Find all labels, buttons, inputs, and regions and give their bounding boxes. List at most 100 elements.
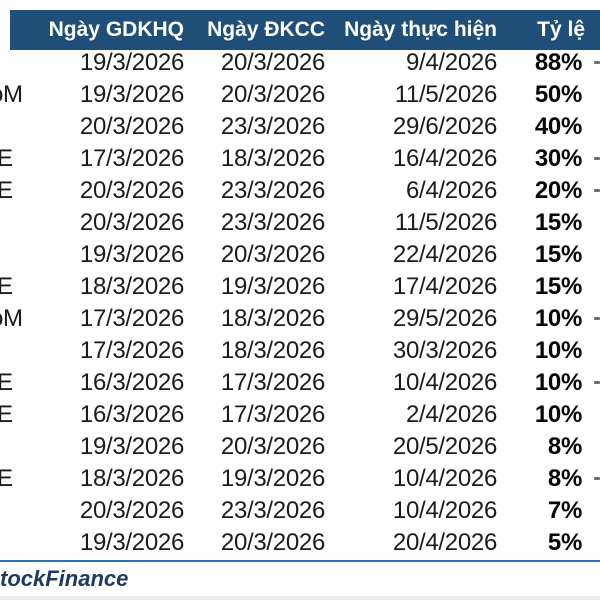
footer-divider xyxy=(0,560,600,562)
cell-ngay-dkcc: 18/3/2026 xyxy=(220,337,325,364)
cell-ngay-dkcc: 20/3/2026 xyxy=(220,49,325,76)
cell-ngay-thuc-hien: 10/4/2026 xyxy=(392,465,497,492)
cell-ty-le: 15% xyxy=(534,273,582,300)
right-cut-fragment xyxy=(594,189,600,192)
cell-ngay-dkcc: 23/3/2026 xyxy=(220,177,325,204)
cell-ngay-thuc-hien: 30/3/2026 xyxy=(392,337,497,364)
table-row: oM 17/3/2026 18/3/2026 29/5/2026 10% xyxy=(0,303,600,335)
cell-ngay-dkcc: 18/3/2026 xyxy=(220,145,325,172)
cell-ngay-thuc-hien: 20/4/2026 xyxy=(392,529,497,556)
cell-ngay-gdkhq: 17/3/2026 xyxy=(79,145,184,172)
bottom-edge-strip xyxy=(0,596,600,600)
table-row: 20/3/2026 23/3/2026 10/4/2026 7% xyxy=(0,495,600,527)
cell-ngay-dkcc: 23/3/2026 xyxy=(220,113,325,140)
cell-ngay-thuc-hien: 10/4/2026 xyxy=(392,497,497,524)
cell-ty-le: 50% xyxy=(534,81,582,108)
exchange-fragment: E xyxy=(0,145,13,172)
table-header-row: Ngày GDKHQ Ngày ĐKCC Ngày thực hiện Tỷ l… xyxy=(10,10,600,50)
right-cut-fragment xyxy=(594,477,600,480)
cell-ngay-gdkhq: 20/3/2026 xyxy=(79,497,184,524)
right-cut-fragment xyxy=(594,317,600,320)
cell-ty-le: 15% xyxy=(534,209,582,236)
cell-ngay-gdkhq: 20/3/2026 xyxy=(79,113,184,140)
cell-ty-le: 10% xyxy=(534,337,582,364)
cell-ngay-thuc-hien: 10/4/2026 xyxy=(392,369,497,396)
cell-ngay-thuc-hien: 6/4/2026 xyxy=(405,177,497,204)
cell-ngay-thuc-hien: 22/4/2026 xyxy=(392,241,497,268)
table-row: 17/3/2026 18/3/2026 30/3/2026 10% xyxy=(0,335,600,367)
cell-ngay-thuc-hien: 20/5/2026 xyxy=(392,433,497,460)
cell-ngay-dkcc: 23/3/2026 xyxy=(220,209,325,236)
cell-ngay-thuc-hien: 11/5/2026 xyxy=(394,209,498,236)
table-body: 19/3/2026 20/3/2026 9/4/2026 88% oM 19/3… xyxy=(0,47,600,559)
cell-ty-le: 10% xyxy=(534,305,582,332)
table-row: E 16/3/2026 17/3/2026 2/4/2026 10% xyxy=(0,399,600,431)
cell-ty-le: 88% xyxy=(534,49,582,76)
right-cut-fragment xyxy=(594,61,600,64)
cell-ty-le: 30% xyxy=(534,145,582,172)
cell-ngay-dkcc: 17/3/2026 xyxy=(220,369,325,396)
cell-ngay-dkcc: 23/3/2026 xyxy=(220,497,325,524)
cell-ty-le: 10% xyxy=(534,401,582,428)
cell-ngay-thuc-hien: 29/5/2026 xyxy=(392,305,497,332)
cell-ngay-thuc-hien: 2/4/2026 xyxy=(405,401,497,428)
cell-ty-le: 15% xyxy=(534,241,582,268)
cell-ngay-dkcc: 20/3/2026 xyxy=(220,529,325,556)
cell-ty-le: 40% xyxy=(534,113,582,140)
cell-ty-le: 8% xyxy=(547,433,582,460)
table-row: 19/3/2026 20/3/2026 20/4/2026 5% xyxy=(0,527,600,559)
table-row: E 16/3/2026 17/3/2026 10/4/2026 10% xyxy=(0,367,600,399)
right-cut-fragment xyxy=(594,157,600,160)
cell-ngay-thuc-hien: 9/4/2026 xyxy=(405,49,497,76)
cell-ngay-dkcc: 20/3/2026 xyxy=(220,241,325,268)
cell-ngay-thuc-hien: 29/6/2026 xyxy=(392,113,497,140)
cell-ngay-gdkhq: 17/3/2026 xyxy=(79,305,184,332)
cell-ngay-gdkhq: 19/3/2026 xyxy=(79,433,184,460)
cell-ngay-dkcc: 18/3/2026 xyxy=(220,305,325,332)
cell-ngay-dkcc: 17/3/2026 xyxy=(220,401,325,428)
table-row: 19/3/2026 20/3/2026 9/4/2026 88% xyxy=(0,47,600,79)
table-row: 19/3/2026 20/3/2026 22/4/2026 15% xyxy=(0,239,600,271)
cell-ngay-gdkhq: 18/3/2026 xyxy=(79,465,184,492)
table-row: E 17/3/2026 18/3/2026 16/4/2026 30% xyxy=(0,143,600,175)
cell-ty-le: 20% xyxy=(534,177,582,204)
table-row: 20/3/2026 23/3/2026 11/5/2026 15% xyxy=(0,207,600,239)
cell-ngay-dkcc: 20/3/2026 xyxy=(220,433,325,460)
cell-ngay-gdkhq: 16/3/2026 xyxy=(79,401,184,428)
exchange-fragment: oM xyxy=(0,81,23,108)
cell-ngay-gdkhq: 17/3/2026 xyxy=(79,337,184,364)
cell-ngay-thuc-hien: 17/4/2026 xyxy=(392,273,497,300)
exchange-fragment: E xyxy=(0,465,13,492)
table-row: oM 19/3/2026 20/3/2026 11/5/2026 50% xyxy=(0,79,600,111)
cell-ngay-dkcc: 19/3/2026 xyxy=(220,273,325,300)
cell-ngay-gdkhq: 19/3/2026 xyxy=(79,529,184,556)
column-header-ngay-dkcc: Ngày ĐKCC xyxy=(207,18,325,41)
exchange-fragment: E xyxy=(0,401,13,428)
cell-ngay-gdkhq: 18/3/2026 xyxy=(79,273,184,300)
column-header-ngay-gdkhq: Ngày GDKHQ xyxy=(48,18,184,41)
right-cut-fragment xyxy=(594,381,600,384)
cell-ngay-dkcc: 20/3/2026 xyxy=(220,81,325,108)
cell-ngay-gdkhq: 19/3/2026 xyxy=(79,81,184,108)
cell-ngay-thuc-hien: 16/4/2026 xyxy=(392,145,497,172)
cell-ngay-gdkhq: 20/3/2026 xyxy=(79,209,184,236)
table-row: 19/3/2026 20/3/2026 20/5/2026 8% xyxy=(0,431,600,463)
table-row: E 20/3/2026 23/3/2026 6/4/2026 20% xyxy=(0,175,600,207)
exchange-fragment: E xyxy=(0,273,13,300)
cell-ngay-gdkhq: 19/3/2026 xyxy=(79,49,184,76)
brand-watermark: tockFinance xyxy=(0,566,129,591)
column-header-ty-le: Tỷ lệ xyxy=(537,18,585,41)
exchange-fragment: E xyxy=(0,177,13,204)
cell-ty-le: 10% xyxy=(534,369,582,396)
table-row: 20/3/2026 23/3/2026 29/6/2026 40% xyxy=(0,111,600,143)
cell-ngay-dkcc: 19/3/2026 xyxy=(220,465,325,492)
cell-ngay-gdkhq: 16/3/2026 xyxy=(79,369,184,396)
cell-ngay-gdkhq: 20/3/2026 xyxy=(79,177,184,204)
cell-ngay-thuc-hien: 11/5/2026 xyxy=(394,81,498,108)
table-row: E 18/3/2026 19/3/2026 10/4/2026 8% xyxy=(0,463,600,495)
cell-ty-le: 7% xyxy=(547,497,582,524)
cell-ty-le: 5% xyxy=(547,529,582,556)
cell-ngay-gdkhq: 19/3/2026 xyxy=(79,241,184,268)
table-row: E 18/3/2026 19/3/2026 17/4/2026 15% xyxy=(0,271,600,303)
cell-ty-le: 8% xyxy=(547,465,582,492)
